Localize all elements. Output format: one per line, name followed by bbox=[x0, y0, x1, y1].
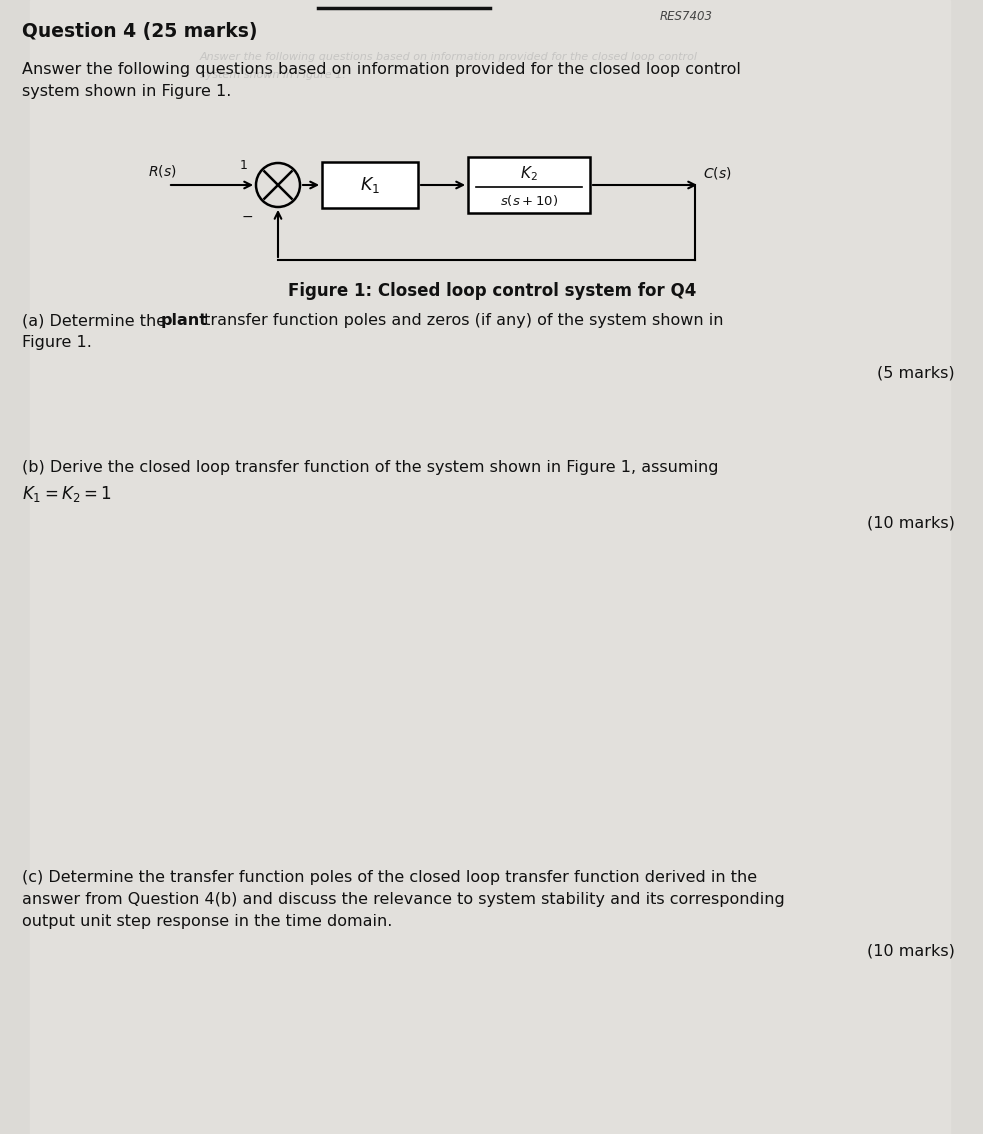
Text: $s(s+10)$: $s(s+10)$ bbox=[500, 194, 558, 209]
Text: (b) Derive the closed loop transfer function of the system shown in Figure 1, as: (b) Derive the closed loop transfer func… bbox=[22, 460, 719, 475]
Text: $K_1$: $K_1$ bbox=[360, 175, 380, 195]
Text: Figure 1.: Figure 1. bbox=[22, 335, 91, 350]
Text: $R(s)$: $R(s)$ bbox=[148, 163, 177, 179]
Text: (10 marks): (10 marks) bbox=[867, 943, 955, 959]
Text: (5 marks): (5 marks) bbox=[878, 365, 955, 380]
Text: Figure 1: Closed loop control system for Q4: Figure 1: Closed loop control system for… bbox=[288, 282, 696, 301]
Text: $K_2$: $K_2$ bbox=[520, 164, 538, 184]
Text: transfer function poles and zeros (if any) of the system shown in: transfer function poles and zeros (if an… bbox=[199, 313, 723, 328]
Text: (10 marks): (10 marks) bbox=[867, 516, 955, 531]
Text: Answer the following questions based on information provided for the closed loop: Answer the following questions based on … bbox=[200, 52, 698, 62]
Text: output unit step response in the time domain.: output unit step response in the time do… bbox=[22, 914, 392, 929]
Text: Question 4 (25 marks): Question 4 (25 marks) bbox=[22, 22, 258, 41]
Text: $C(s)$: $C(s)$ bbox=[703, 166, 731, 181]
Text: plant: plant bbox=[161, 313, 208, 328]
Text: RES7403: RES7403 bbox=[660, 10, 713, 23]
Text: −: − bbox=[242, 210, 253, 225]
Text: answer from Question 4(b) and discuss the relevance to system stability and its : answer from Question 4(b) and discuss th… bbox=[22, 892, 784, 907]
Bar bbox=[322, 162, 418, 208]
Text: (a) Determine the: (a) Determine the bbox=[22, 313, 171, 328]
Text: system shown in Figure 1.: system shown in Figure 1. bbox=[200, 70, 346, 81]
Text: Answer the following questions based on information provided for the closed loop: Answer the following questions based on … bbox=[22, 62, 741, 77]
Bar bbox=[468, 156, 590, 213]
Text: $\mathbf{\mathit{K_1=K_2=1}}$: $\mathbf{\mathit{K_1=K_2=1}}$ bbox=[22, 484, 111, 503]
Text: 1: 1 bbox=[240, 159, 248, 172]
Text: (c) Determine the transfer function poles of the closed loop transfer function d: (c) Determine the transfer function pole… bbox=[22, 870, 757, 885]
Text: system shown in Figure 1.: system shown in Figure 1. bbox=[22, 84, 231, 99]
